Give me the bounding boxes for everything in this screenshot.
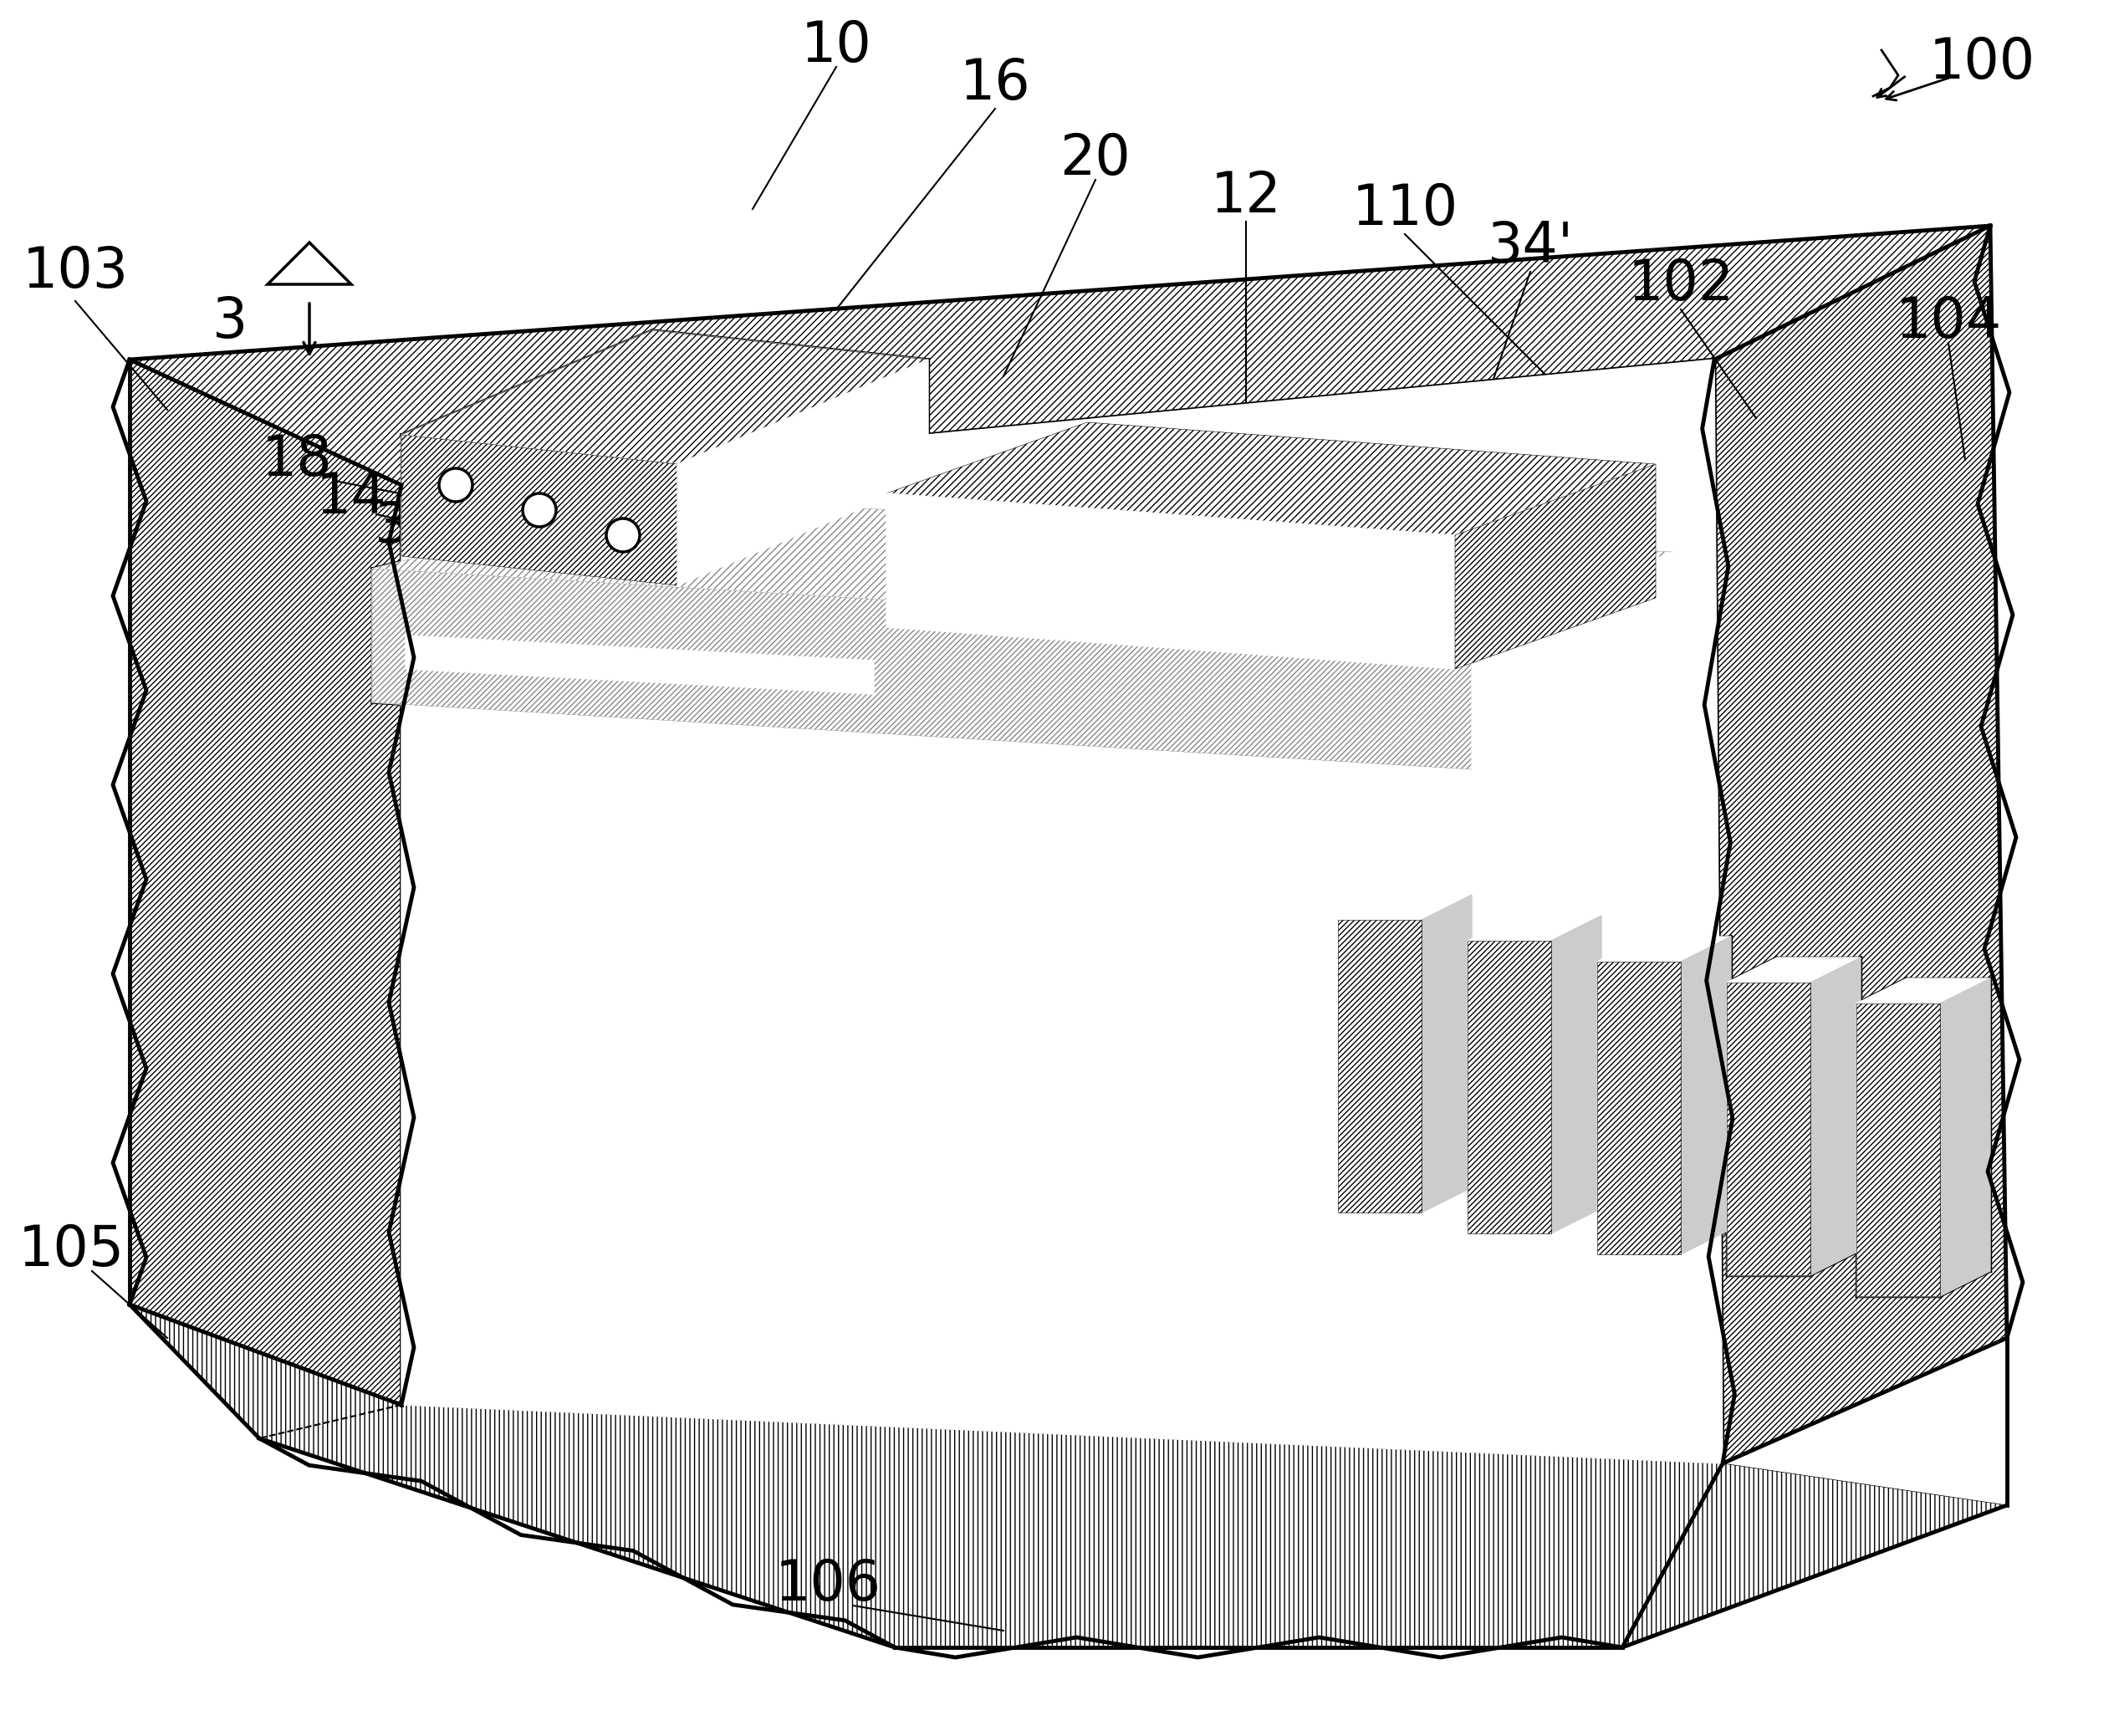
Polygon shape bbox=[1856, 979, 1990, 1003]
Text: 105: 105 bbox=[17, 1222, 125, 1278]
Text: 103: 103 bbox=[21, 245, 129, 299]
Text: 3: 3 bbox=[212, 295, 248, 349]
Polygon shape bbox=[1422, 894, 1473, 1212]
Polygon shape bbox=[1337, 894, 1473, 920]
Text: 18: 18 bbox=[261, 432, 333, 488]
Circle shape bbox=[606, 519, 640, 552]
Polygon shape bbox=[1456, 464, 1655, 668]
Polygon shape bbox=[400, 359, 1723, 1463]
Text: 20: 20 bbox=[1060, 132, 1132, 186]
Text: 110: 110 bbox=[1352, 182, 1458, 236]
Polygon shape bbox=[1727, 958, 1860, 983]
Polygon shape bbox=[1551, 915, 1602, 1234]
Text: 12: 12 bbox=[1210, 168, 1282, 224]
Polygon shape bbox=[1714, 226, 2007, 1463]
Text: 3: 3 bbox=[1784, 1127, 1820, 1182]
Text: 34': 34' bbox=[1488, 219, 1574, 274]
Text: 100: 100 bbox=[1928, 35, 2034, 90]
Polygon shape bbox=[1598, 962, 1680, 1255]
Text: 10: 10 bbox=[801, 19, 871, 73]
Polygon shape bbox=[1468, 915, 1602, 941]
Polygon shape bbox=[129, 226, 1990, 484]
Polygon shape bbox=[886, 422, 1655, 535]
Text: 34: 34 bbox=[956, 486, 1026, 542]
Polygon shape bbox=[1468, 941, 1551, 1234]
Polygon shape bbox=[129, 1304, 2007, 1647]
Text: 108: 108 bbox=[636, 1023, 744, 1076]
Text: 104: 104 bbox=[1894, 295, 2002, 349]
Polygon shape bbox=[1856, 1003, 1941, 1297]
Text: 106: 106 bbox=[776, 1557, 882, 1613]
Polygon shape bbox=[405, 635, 873, 694]
Polygon shape bbox=[678, 359, 928, 585]
Circle shape bbox=[523, 493, 555, 526]
Circle shape bbox=[439, 469, 473, 502]
Polygon shape bbox=[129, 359, 400, 1404]
Polygon shape bbox=[886, 493, 1456, 668]
Polygon shape bbox=[1941, 979, 1990, 1297]
Polygon shape bbox=[1810, 958, 1860, 1276]
Polygon shape bbox=[400, 330, 928, 464]
Text: 30: 30 bbox=[475, 528, 545, 583]
Text: 32: 32 bbox=[375, 500, 445, 554]
Polygon shape bbox=[1598, 936, 1731, 962]
Polygon shape bbox=[1473, 552, 1672, 769]
Text: 102: 102 bbox=[1627, 257, 1733, 312]
Text: 16: 16 bbox=[960, 56, 1030, 111]
Polygon shape bbox=[1727, 983, 1810, 1276]
Polygon shape bbox=[1680, 936, 1731, 1255]
Polygon shape bbox=[400, 434, 678, 585]
Polygon shape bbox=[1337, 920, 1422, 1212]
Text: 14: 14 bbox=[316, 470, 386, 526]
Polygon shape bbox=[627, 1246, 1045, 1404]
Polygon shape bbox=[373, 569, 1473, 769]
Polygon shape bbox=[373, 498, 1672, 635]
